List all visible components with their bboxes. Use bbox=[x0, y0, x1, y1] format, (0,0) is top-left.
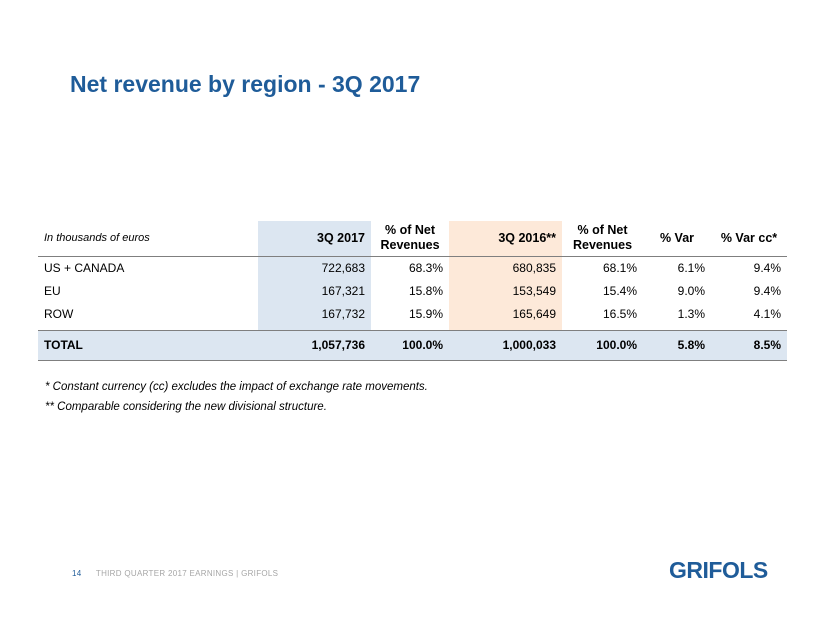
pct-2017: 68.3% bbox=[408, 261, 443, 275]
footer-text: THIRD QUARTER 2017 EARNINGS | GRIFOLS bbox=[95, 569, 279, 578]
total-3q2017: 1,057,736 bbox=[258, 330, 371, 360]
table-row: ROW 167,732 15.9% 165,649 16.5% 1.3% 4.1… bbox=[38, 302, 787, 330]
total-var: 5.8% bbox=[643, 330, 711, 360]
page-number: 14 bbox=[72, 569, 82, 578]
header-3q2017: 3Q 2017 bbox=[258, 221, 371, 256]
total-label: TOTAL bbox=[38, 330, 258, 360]
header-pct-2016: % of Net Revenues bbox=[562, 221, 643, 256]
table-header-row: In thousands of euros 3Q 2017 % of Net R… bbox=[38, 221, 787, 256]
footnote-comparable: ** Comparable considering the new divisi… bbox=[45, 401, 327, 413]
var-cc-cell: 9.4% bbox=[753, 261, 781, 275]
total-pct-2017: 100.0% bbox=[371, 330, 449, 360]
header-pct-2017: % of Net Revenues bbox=[371, 221, 449, 256]
pct-2017: 15.8% bbox=[408, 284, 443, 298]
total-var-cc: 8.5% bbox=[711, 330, 787, 360]
total-pct-2016: 100.0% bbox=[562, 330, 643, 360]
value-3q2017: 722,683 bbox=[258, 256, 371, 280]
table-row: US + CANADA 722,683 68.3% 680,835 68.1% … bbox=[38, 256, 787, 280]
header-3q2016: 3Q 2016** bbox=[449, 221, 562, 256]
table-row: EU 167,321 15.8% 153,549 15.4% 9.0% 9.4% bbox=[38, 279, 787, 303]
footnotes: * Constant currency (cc) excludes the im… bbox=[45, 377, 428, 417]
unit-label: In thousands of euros bbox=[44, 232, 150, 245]
var-cell: 6.1% bbox=[677, 261, 705, 275]
value-3q2016: 165,649 bbox=[449, 302, 562, 330]
header-pct-2016-line1: % of Net bbox=[577, 223, 628, 238]
pct-2016: 15.4% bbox=[602, 284, 637, 298]
var-cell: 9.0% bbox=[677, 284, 705, 298]
value-3q2017: 167,321 bbox=[258, 279, 371, 303]
revenue-table: In thousands of euros 3Q 2017 % of Net R… bbox=[38, 221, 787, 361]
grifols-logo: GRIFOLS bbox=[669, 557, 768, 583]
header-pct-2017-line2: Revenues bbox=[380, 238, 440, 253]
header-pct-2016-line2: Revenues bbox=[572, 238, 633, 253]
value-3q2016: 680,835 bbox=[449, 256, 562, 280]
region-cell: EU bbox=[44, 284, 61, 298]
pct-2016: 16.5% bbox=[602, 307, 637, 321]
var-cc-cell: 4.1% bbox=[753, 307, 781, 321]
total-3q2016: 1,000,033 bbox=[449, 330, 562, 360]
header-pct-2017-line1: % of Net bbox=[385, 223, 435, 238]
region-cell: ROW bbox=[44, 307, 74, 321]
var-cc-cell: 9.4% bbox=[753, 284, 781, 298]
pct-2016: 68.1% bbox=[602, 261, 637, 275]
footnote-cc: * Constant currency (cc) excludes the im… bbox=[45, 381, 428, 393]
header-var: % Var bbox=[659, 230, 695, 245]
region-cell: US + CANADA bbox=[44, 261, 125, 275]
header-var-cc: % Var cc* bbox=[720, 230, 778, 245]
page-title: Net revenue by region - 3Q 2017 bbox=[70, 71, 421, 97]
total-row: TOTAL 1,057,736 100.0% 1,000,033 100.0% … bbox=[38, 330, 787, 360]
value-3q2017: 167,732 bbox=[258, 302, 371, 330]
var-cell: 1.3% bbox=[677, 307, 705, 321]
page-footer: 14 THIRD QUARTER 2017 EARNINGS | GRIFOLS bbox=[72, 569, 278, 578]
value-3q2016: 153,549 bbox=[449, 279, 562, 303]
pct-2017: 15.9% bbox=[408, 307, 443, 321]
